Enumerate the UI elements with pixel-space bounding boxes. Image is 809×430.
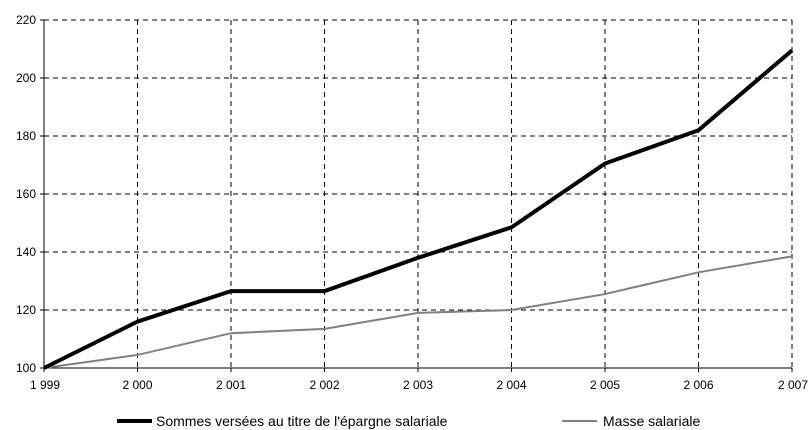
x-tick-label: 2 000 [122, 378, 152, 392]
y-tick-label: 220 [16, 13, 36, 27]
grid [44, 19, 793, 368]
series-lines [43, 48, 794, 370]
axes [40, 19, 793, 372]
x-tick-label: 1 999 [30, 378, 60, 392]
x-tick-label: 2 004 [496, 378, 526, 392]
y-tick-label: 180 [16, 129, 36, 143]
x-tick-label: 2 005 [590, 378, 620, 392]
x-tick-label: 2 003 [403, 378, 433, 392]
series-line-epargne-salariale [43, 48, 794, 370]
y-tick-label: 120 [16, 303, 36, 317]
x-tick-label: 2 007 [778, 378, 808, 392]
y-axis-tick-labels: 100 120 140 160 180 200 220 [16, 13, 36, 375]
y-tick-label: 160 [16, 187, 36, 201]
y-tick-label: 200 [16, 71, 36, 85]
x-tick-label: 2 006 [683, 378, 713, 392]
legend: Sommes versées au titre de l'épargne sal… [117, 413, 700, 429]
x-tick-label: 2 001 [216, 378, 246, 392]
legend-label-epargne-salariale: Sommes versées au titre de l'épargne sal… [156, 413, 448, 429]
legend-label-masse-salariale: Masse salariale [603, 413, 700, 429]
y-tick-label: 100 [16, 361, 36, 375]
x-axis-tick-labels: 1 999 2 000 2 001 2 002 2 003 2 004 2 005 2 006… [30, 378, 808, 392]
series-line-masse-salariale [43, 255, 793, 369]
x-tick-label: 2 002 [309, 378, 339, 392]
y-tick-label: 140 [16, 245, 36, 259]
